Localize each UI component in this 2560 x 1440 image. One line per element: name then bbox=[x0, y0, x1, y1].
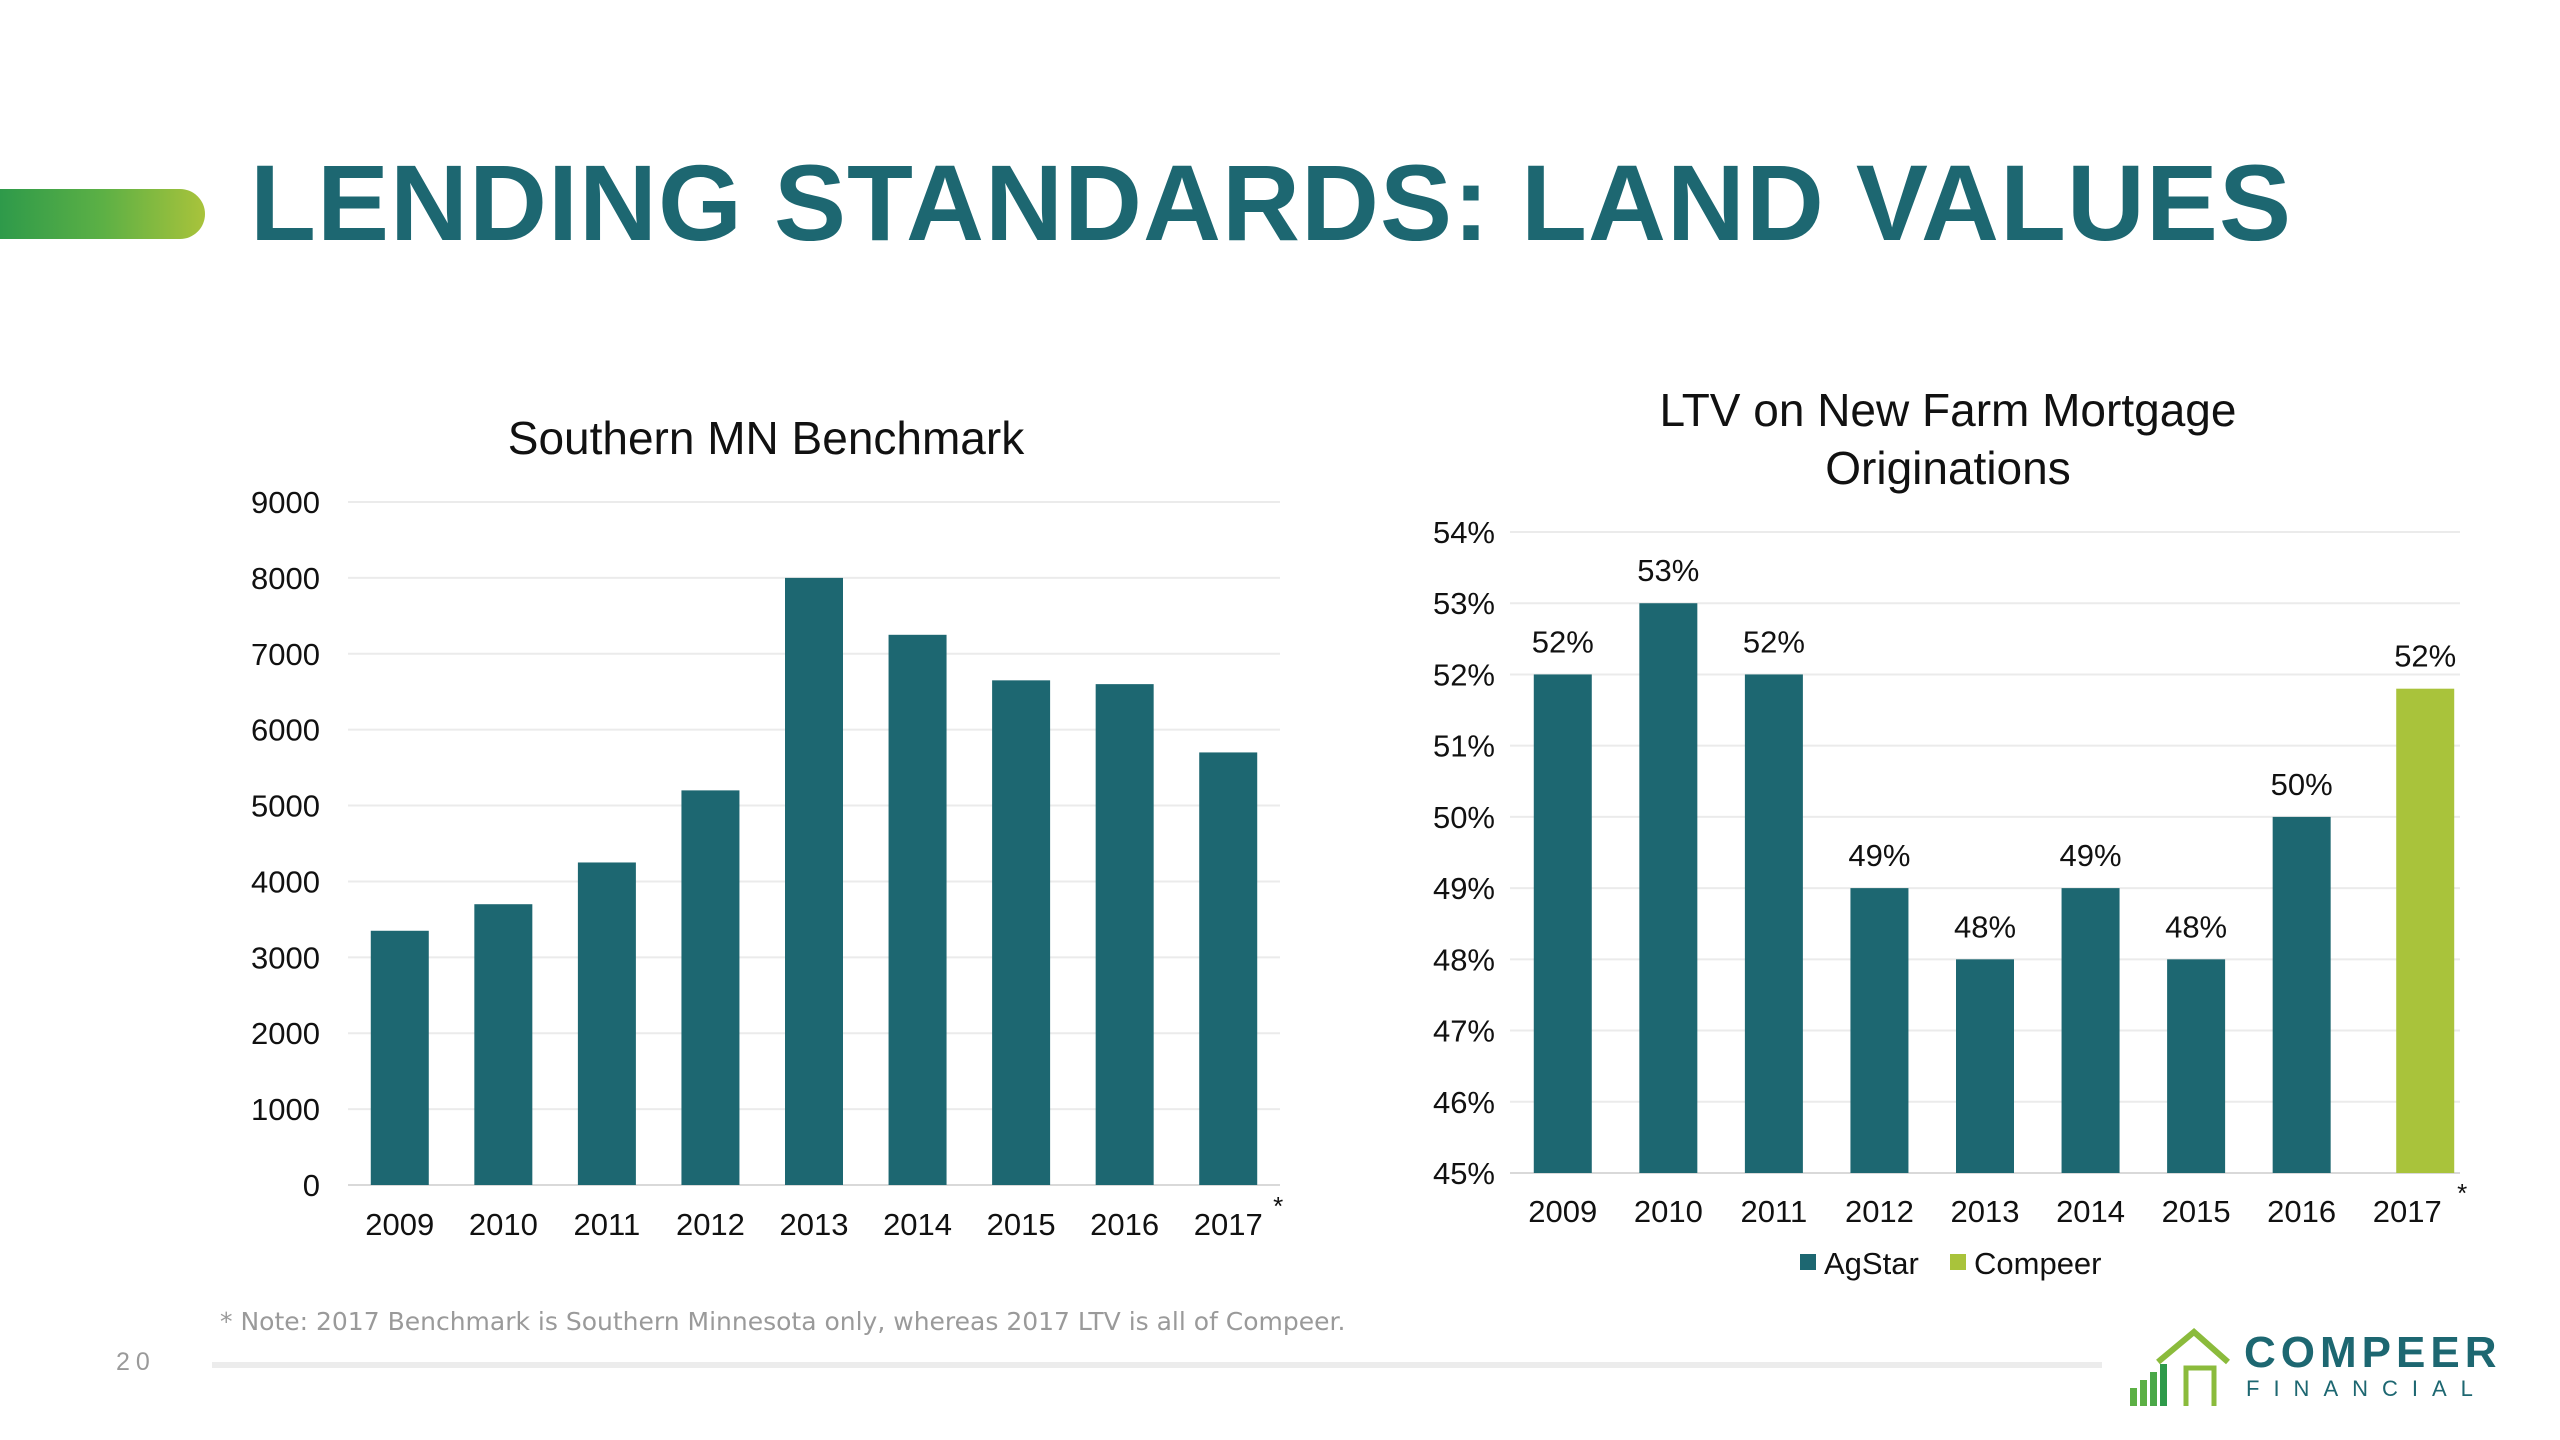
compeer-logo: COMPEER FINANCIAL bbox=[2128, 1322, 2496, 1412]
chart-title: Southern MN Benchmark bbox=[508, 412, 1025, 464]
bar-agstar-2009 bbox=[1533, 674, 1592, 1173]
bar-2016 bbox=[1095, 684, 1154, 1185]
logo-subtitle: FINANCIAL bbox=[2246, 1376, 2487, 1401]
x-tick-label: 2012 bbox=[676, 1207, 745, 1242]
y-tick-label: 1000 bbox=[251, 1092, 320, 1127]
data-label: 52% bbox=[2394, 639, 2456, 674]
data-label: 48% bbox=[2165, 909, 2227, 944]
y-tick-label: 46% bbox=[1433, 1085, 1495, 1120]
x-tick-label: 2015 bbox=[2162, 1194, 2231, 1229]
y-tick-label: 8000 bbox=[251, 561, 320, 596]
bar-2010 bbox=[474, 904, 533, 1185]
data-label: 52% bbox=[1532, 624, 1594, 659]
logo-wordmark: COMPEER bbox=[2244, 1328, 2502, 1377]
legend-swatch-compeer bbox=[1950, 1254, 1966, 1270]
logo-house-icon bbox=[2130, 1328, 2230, 1406]
y-tick-label: 52% bbox=[1433, 657, 1495, 692]
y-tick-label: 49% bbox=[1433, 871, 1495, 906]
bar-compeer-2017 bbox=[2396, 688, 2455, 1173]
bar-agstar-2015 bbox=[2167, 959, 2226, 1173]
bar-2012 bbox=[681, 790, 740, 1185]
bar-2009 bbox=[370, 930, 429, 1185]
x-tick-label: 2014 bbox=[883, 1207, 952, 1242]
x-tick-label: 2009 bbox=[1528, 1194, 1597, 1229]
x-tick-label: 2010 bbox=[469, 1207, 538, 1242]
slide-title: LENDING STANDARDS: LAND VALUES bbox=[250, 142, 2292, 263]
footer-divider bbox=[212, 1362, 2102, 1368]
x-tick-label: 2011 bbox=[574, 1207, 641, 1242]
bar-agstar-2011 bbox=[1744, 674, 1803, 1173]
x-tick-label: 2013 bbox=[1951, 1194, 2020, 1229]
chart-title-line-1: LTV on New Farm Mortgage bbox=[1660, 384, 2237, 436]
x-tick-label: 2012 bbox=[1845, 1194, 1914, 1229]
x-tick-label: 2009 bbox=[365, 1207, 434, 1242]
y-tick-label: 3000 bbox=[251, 940, 320, 975]
y-tick-label: 53% bbox=[1433, 586, 1495, 621]
ltv-chart: LTV on New Farm Mortgage Originations 45% 4… bbox=[1433, 384, 2467, 1281]
data-label: 49% bbox=[2060, 838, 2122, 873]
y-tick-label: 54% bbox=[1433, 515, 1495, 550]
x-tick-label: 2016 bbox=[1090, 1207, 1159, 1242]
data-label: 49% bbox=[1848, 838, 1910, 873]
y-tick-label: 7000 bbox=[251, 637, 320, 672]
x-tick-label: 2011 bbox=[1741, 1194, 1808, 1229]
bar-agstar-2016 bbox=[2272, 816, 2331, 1173]
bar-2017 bbox=[1199, 752, 1258, 1185]
data-label: 52% bbox=[1743, 624, 1805, 659]
bar-2013 bbox=[785, 577, 843, 1185]
y-tick-label: 9000 bbox=[251, 485, 320, 520]
y-tick-label: 4000 bbox=[251, 864, 320, 899]
southern-mn-benchmark-chart: Southern MN Benchmark 0 1000 2000 3000 4000 50… bbox=[251, 412, 1283, 1242]
chart-title-line-2: Originations bbox=[1825, 442, 2070, 494]
bar-2011 bbox=[577, 862, 636, 1185]
data-label: 53% bbox=[1637, 553, 1699, 588]
page-number: 20 bbox=[116, 1348, 156, 1376]
x-tick-label: 2017 bbox=[1194, 1207, 1263, 1242]
y-tick-label: 6000 bbox=[251, 713, 320, 748]
bar-agstar-2010 bbox=[1639, 603, 1698, 1173]
y-tick-label: 0 bbox=[303, 1168, 320, 1203]
x-tick-label: 2016 bbox=[2267, 1194, 2336, 1229]
y-tick-label: 48% bbox=[1433, 942, 1495, 977]
x-tick-label: 2014 bbox=[2056, 1194, 2125, 1229]
bar-2015 bbox=[992, 680, 1051, 1185]
x-tick-label: 2010 bbox=[1634, 1194, 1703, 1229]
y-tick-label: 50% bbox=[1433, 800, 1495, 835]
x-tick-label: 2013 bbox=[780, 1207, 849, 1242]
data-label: 48% bbox=[1954, 909, 2016, 944]
bar-agstar-2012 bbox=[1850, 888, 1909, 1173]
y-tick-label: 5000 bbox=[251, 789, 320, 824]
y-tick-label: 2000 bbox=[251, 1016, 320, 1051]
x-tick-label: 2015 bbox=[987, 1207, 1056, 1242]
y-tick-label: 47% bbox=[1433, 1014, 1495, 1049]
bar-agstar-2014 bbox=[2061, 888, 2120, 1173]
footnote-marker: * bbox=[2457, 1178, 2467, 1208]
y-tick-label: 45% bbox=[1433, 1156, 1495, 1191]
title-accent-bar bbox=[0, 189, 205, 239]
footnote: * Note: 2017 Benchmark is Southern Minne… bbox=[220, 1307, 1346, 1336]
bar-2014 bbox=[888, 634, 947, 1185]
x-tick-label: 2017 bbox=[2373, 1194, 2442, 1229]
legend-label-compeer: Compeer bbox=[1974, 1246, 2102, 1281]
legend-swatch-agstar bbox=[1800, 1254, 1816, 1270]
y-tick-label: 51% bbox=[1433, 729, 1495, 764]
data-label: 50% bbox=[2271, 767, 2333, 802]
footnote-marker: * bbox=[1273, 1191, 1283, 1221]
legend-label-agstar: AgStar bbox=[1824, 1246, 1919, 1281]
bar-agstar-2013 bbox=[1956, 959, 2014, 1173]
